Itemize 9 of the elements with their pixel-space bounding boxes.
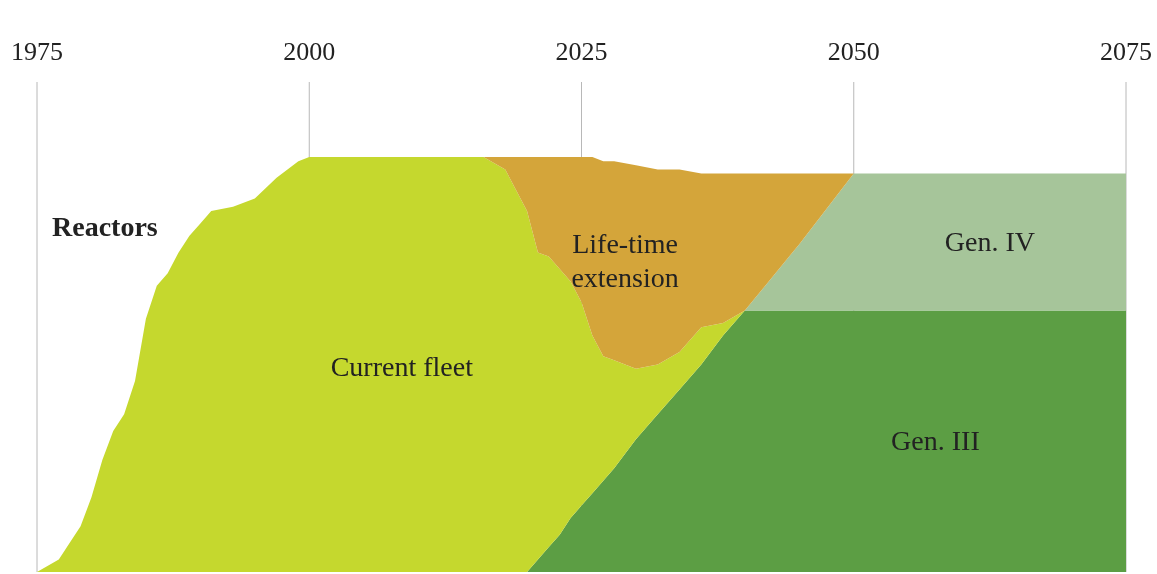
x-tick-label: 1975 [11,37,63,66]
x-tick-label: 2075 [1100,37,1152,66]
series-label: Current fleet [330,350,474,382]
y-axis-title: Reactors [52,211,158,242]
series-label: Life-time extension [571,227,679,293]
series-label: Gen. III [891,425,980,457]
x-tick-label: 2025 [555,37,608,66]
x-tick-label: 2050 [827,37,880,66]
x-tick-label: 2000 [283,37,336,66]
